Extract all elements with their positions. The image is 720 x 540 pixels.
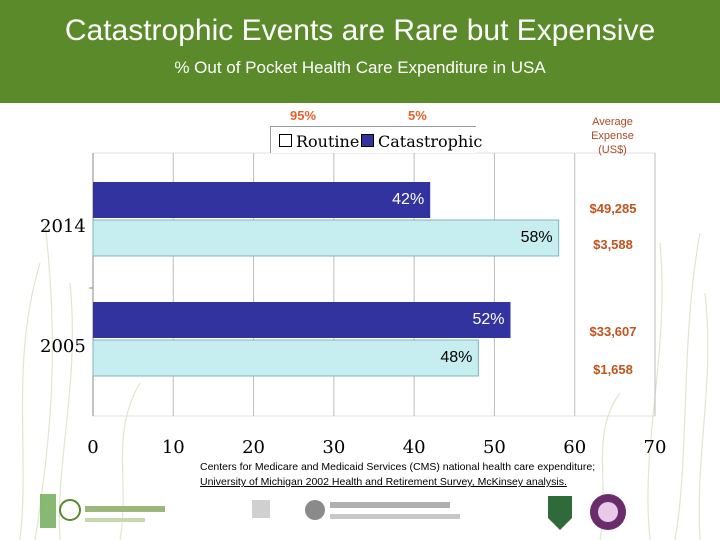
routine-swatch-icon	[279, 134, 292, 147]
header-banner: Catastrophic Events are Rare but Expensi…	[0, 0, 720, 103]
expense-2005-routine: $1,658	[593, 362, 633, 377]
page-title: Catastrophic Events are Rare but Expensi…	[64, 14, 656, 47]
legend-label-routine: Routine	[296, 132, 360, 151]
chart-legend: Routine Catastrophic	[270, 126, 482, 153]
x-tick-label: 60	[563, 437, 586, 458]
expense-2014-routine: $3,588	[593, 237, 633, 252]
x-tick-label: 0	[87, 437, 98, 458]
catastrophic-share-label: 5%	[408, 108, 427, 123]
average-expense-header-line3: (US$)	[598, 144, 627, 156]
bar-routine-2005	[92, 339, 479, 377]
x-tick-label: 10	[162, 437, 185, 458]
chart-categories: 2014 2005	[40, 216, 86, 357]
footnote-line1: Centers for Medicare and Medicaid Servic…	[200, 461, 596, 473]
average-expense-header-line1: Average	[592, 116, 633, 128]
category-label: 2014	[40, 216, 86, 237]
data-label: 48%	[440, 349, 472, 366]
cadenza-logo	[40, 494, 165, 528]
chart-bars	[92, 182, 560, 377]
expense-2014-catastrophic: $49,285	[589, 201, 637, 216]
data-label: 52%	[472, 311, 504, 328]
data-label: 42%	[392, 191, 424, 208]
x-tick-label: 70	[644, 437, 667, 458]
x-tick-label: 40	[403, 437, 426, 458]
chart-x-ticks: 0 10 20 30 40 50 60 70	[87, 437, 666, 458]
x-tick-label: 50	[483, 437, 506, 458]
category-label: 2005	[40, 336, 86, 357]
average-expense-header: Average Expense (US$)	[575, 115, 650, 157]
legend-item-routine: Routine	[279, 132, 359, 151]
page-subtitle: % Out of Pocket Health Care Expenditure …	[174, 58, 546, 77]
x-tick-label: 20	[242, 437, 265, 458]
university-crest-logo	[548, 496, 572, 530]
bar-catastrophic-2005	[93, 302, 511, 338]
jockey-club-logo	[252, 500, 460, 520]
university-seal-logo	[590, 494, 626, 530]
average-expense-header-line2: Expense	[591, 130, 634, 142]
routine-share-label: 95%	[290, 108, 317, 123]
sponsor-logos	[40, 494, 626, 530]
footnote-line2: University of Michigan 2002 Health and R…	[200, 476, 567, 488]
catastrophic-swatch-icon	[361, 134, 374, 147]
source-footnote: Centers for Medicare and Medicaid Servic…	[200, 460, 700, 490]
data-label: 58%	[521, 229, 553, 246]
legend-item-catastrophic: Catastrophic	[361, 132, 482, 151]
bar-routine-2014	[92, 219, 560, 257]
bar-catastrophic-2014	[93, 182, 431, 218]
chart-data-labels: 42% 58% 52% 48%	[392, 191, 552, 366]
x-tick-label: 30	[322, 437, 345, 458]
legend-label-catastrophic: Catastrophic	[378, 132, 483, 151]
expense-2005-catastrophic: $33,607	[589, 324, 637, 339]
